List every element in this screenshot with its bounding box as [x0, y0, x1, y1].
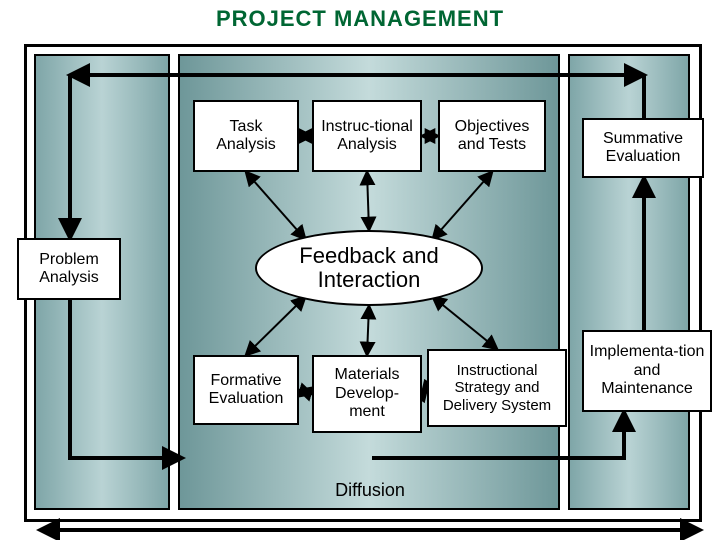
node-label: Instruc-tional Analysis: [318, 118, 416, 155]
diagram-stage: PROJECT MANAGEMENT Problem Analysis Task…: [0, 0, 720, 540]
diffusion-label: Diffusion: [310, 480, 430, 501]
node-label: Instructional Strategy and Delivery Syst…: [433, 362, 561, 414]
node-label: Summative Evaluation: [588, 130, 698, 167]
node-label: Task Analysis: [199, 118, 293, 155]
node-implementation-maintenance: Implementa-tion and Maintenance: [582, 330, 712, 412]
node-objectives-tests: Objectives and Tests: [438, 100, 546, 172]
node-task-analysis: Task Analysis: [193, 100, 299, 172]
node-formative-evaluation: Formative Evaluation: [193, 355, 299, 425]
node-label: Implementa-tion and Maintenance: [588, 343, 706, 398]
node-label: Formative Evaluation: [199, 372, 293, 409]
node-feedback-interaction: Feedback and Interaction: [255, 230, 483, 306]
node-problem-analysis: Problem Analysis: [17, 238, 121, 300]
node-summative-evaluation: Summative Evaluation: [582, 118, 704, 178]
node-label: Materials Develop-ment: [318, 366, 416, 421]
node-instructional-analysis: Instruc-tional Analysis: [312, 100, 422, 172]
node-label: Objectives and Tests: [444, 118, 540, 155]
node-instructional-strategy: Instructional Strategy and Delivery Syst…: [427, 349, 567, 427]
node-materials-development: Materials Develop-ment: [312, 355, 422, 433]
node-label: Feedback and Interaction: [257, 244, 481, 292]
node-label: Problem Analysis: [23, 251, 115, 288]
diagram-title: PROJECT MANAGEMENT: [0, 6, 720, 32]
